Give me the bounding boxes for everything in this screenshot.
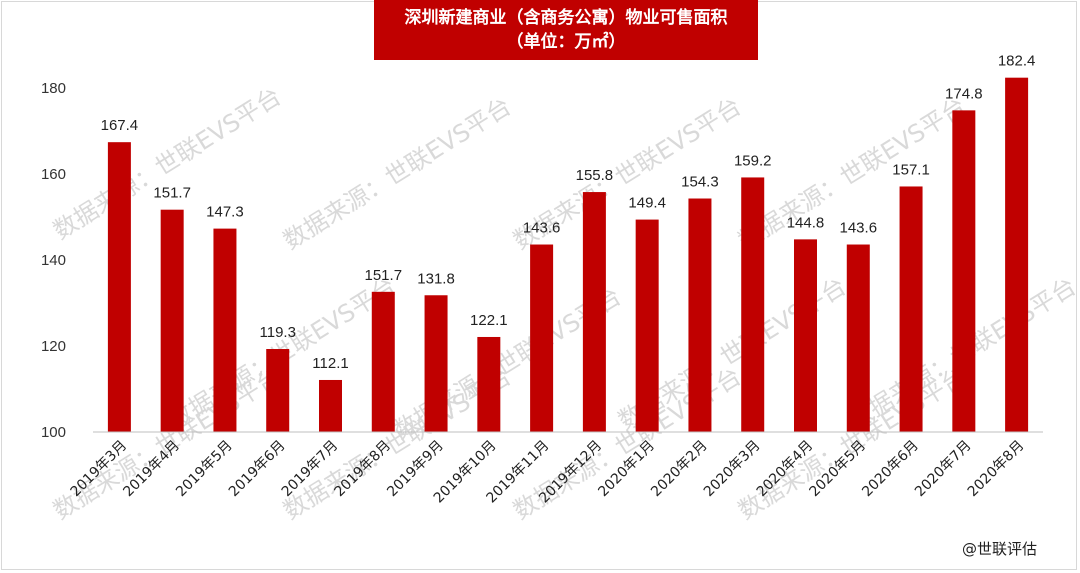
y-tick-label: 180 [41,80,66,97]
data-labels-layer: 167.4 151.7 147.3 119.3 112.1 151.7 131.8 122.1… [101,53,1036,372]
data-label: 147.3 [206,204,244,221]
data-label: 149.4 [628,195,666,212]
y-axis: 100 120 140 160 180 [41,80,66,441]
y-tick-label: 160 [41,166,66,183]
data-label: 143.6 [840,220,878,237]
bar [1005,77,1029,433]
bar [160,209,184,432]
chart-title: 深圳新建商业（含商务公寓）物业可售面积 [404,8,728,28]
bar [952,110,976,433]
bar [688,198,712,432]
data-label: 119.3 [260,324,296,341]
data-label: 174.8 [945,85,983,102]
data-label: 157.1 [892,161,930,178]
bar [424,295,448,432]
bar [846,244,870,432]
x-tick-label: 2020年2月 [648,438,711,501]
bar [530,244,554,432]
data-label: 155.8 [576,167,614,184]
data-label: 144.8 [787,214,825,231]
data-label: 167.4 [101,117,139,134]
bar [213,228,237,432]
x-tick-label: 2020年7月 [912,438,975,501]
data-label: 112.1 [312,355,348,372]
data-label: 154.3 [681,174,719,191]
bar [635,219,659,432]
data-label: 151.7 [365,267,403,284]
bar [741,177,765,432]
data-label: 182.4 [998,53,1036,70]
data-label: 143.6 [523,220,561,237]
bar [477,336,501,432]
x-tick-label: 2020年8月 [965,438,1028,501]
bar [319,379,342,432]
data-label: 122.1 [470,312,508,329]
bars-layer [107,77,1029,433]
y-tick-label: 120 [41,338,66,355]
source-credit: @世联评估 [962,540,1038,558]
data-label: 159.2 [734,152,772,169]
y-tick-label: 100 [41,424,66,441]
bar [371,291,395,432]
bar [107,142,131,432]
watermark-text: 数据来源：世联EVS平台 [278,92,516,255]
data-label: 131.8 [417,270,455,287]
x-axis: 2019年3月2019年4月2019年5月2019年6月2019年7月2019年… [68,431,1043,506]
bar [266,349,290,432]
bar [582,192,606,432]
y-tick-label: 140 [41,252,66,269]
x-tick-label: 2019年6月 [226,438,289,501]
data-label: 151.7 [153,185,191,202]
bar [794,239,817,432]
chart-title-box: 深圳新建商业（含商务公寓）物业可售面积 （单位：万㎡） [374,0,758,60]
bar [899,186,923,432]
chart-title-unit: （单位：万㎡） [506,32,626,52]
